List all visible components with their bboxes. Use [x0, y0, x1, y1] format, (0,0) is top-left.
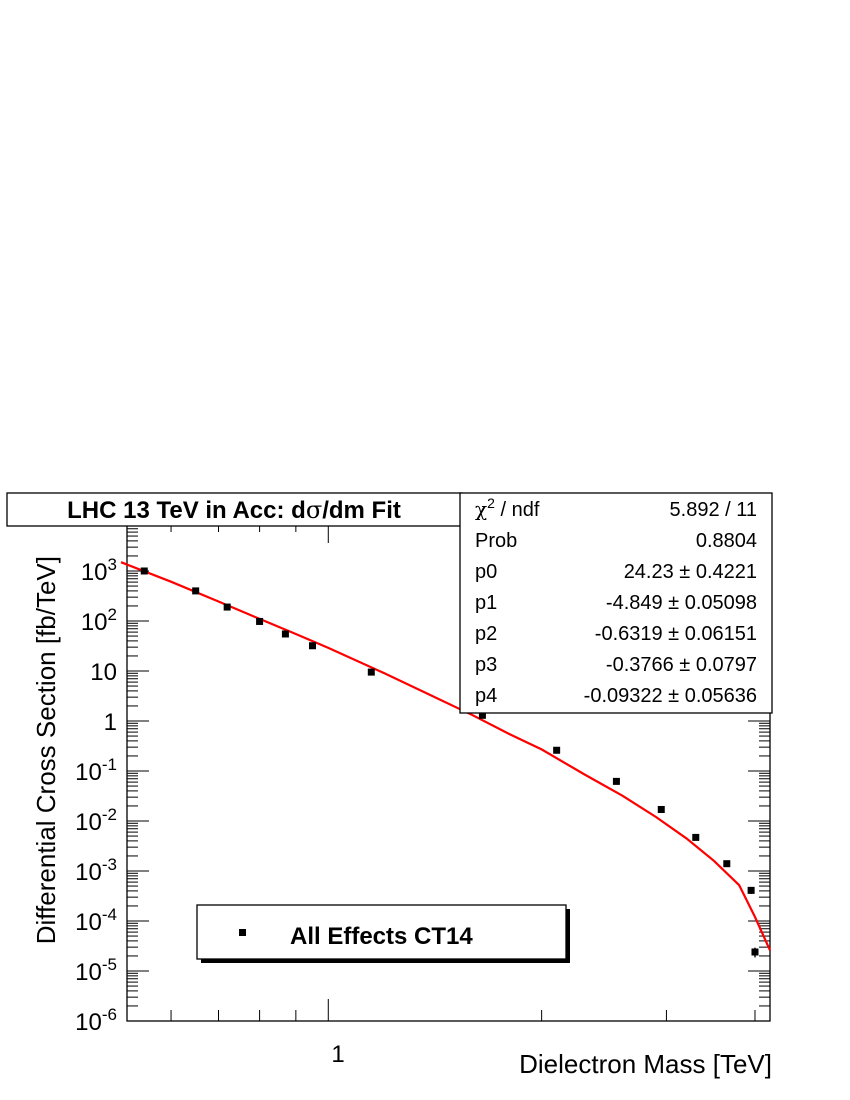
- data-points: [140, 567, 759, 958]
- title-box: [6, 492, 463, 527]
- stats-label: χ2 / ndf: [475, 495, 540, 521]
- stats-box: [459, 492, 773, 714]
- stats-label: p2: [475, 623, 497, 645]
- y-tick-labels: 10-6 10-5 10-4 10-3 10-2 10-1 1 10 102 103: [75, 555, 117, 1036]
- data-point: [367, 668, 375, 676]
- data-point: [553, 746, 561, 754]
- legend-marker: [239, 929, 246, 936]
- data-point: [223, 603, 231, 611]
- chart-title: LHC 13 TeV in Acc: dσ/dm Fit: [67, 496, 401, 524]
- y-tick-label: 103: [81, 555, 117, 586]
- stats-label: Prob: [475, 530, 517, 552]
- stats-value: 0.8804: [696, 530, 757, 552]
- stats-label: p3: [475, 654, 497, 676]
- y-tick-label: 10-5: [75, 955, 117, 986]
- y-tick-label: 1: [104, 709, 117, 736]
- data-point: [612, 777, 620, 785]
- data-point: [192, 587, 200, 595]
- data-point: [140, 567, 148, 575]
- stats-label: p0: [475, 561, 497, 583]
- stats-value: -0.6319 ± 0.06151: [595, 623, 757, 645]
- data-point: [478, 711, 486, 719]
- data-point: [723, 860, 731, 868]
- y-tick-label: 10-1: [75, 755, 117, 786]
- stats-value: 5.892 / 11: [670, 499, 757, 521]
- data-point: [281, 630, 289, 638]
- legend-label: All Effects CT14: [290, 923, 473, 950]
- y-axis-label: Differential Cross Section [fb/TeV]: [31, 556, 61, 944]
- stats-value: -0.3766 ± 0.0797: [606, 654, 757, 676]
- stats-label: p4: [475, 685, 497, 707]
- y-tick-label: 10-6: [75, 1005, 117, 1036]
- legend-box: [196, 904, 567, 960]
- y-tick-label: 10-4: [75, 905, 117, 936]
- y-tick-label: 10: [90, 659, 117, 686]
- data-point: [747, 886, 755, 894]
- data-point: [692, 833, 700, 841]
- stats-value: 24.23 ± 0.4221: [624, 561, 757, 583]
- stats-value: -0.09322 ± 0.05636: [584, 685, 757, 707]
- data-point: [751, 948, 759, 956]
- stats-rows: χ2 / ndf 5.892 / 11 Prob 0.8804 p0 24.23 ± 0.…: [475, 495, 757, 707]
- data-point: [256, 617, 264, 625]
- data-point: [308, 642, 316, 650]
- x-tick-label: 1: [331, 1041, 344, 1068]
- stats-value: -4.849 ± 0.05098: [606, 592, 757, 614]
- x-axis-label: Dielectron Mass [TeV]: [519, 1049, 772, 1079]
- y-tick-label: 10-3: [75, 855, 117, 886]
- y-tick-label: 102: [81, 605, 117, 636]
- y-tick-label: 10-2: [75, 805, 117, 836]
- stats-label: p1: [475, 592, 497, 614]
- data-point: [657, 805, 665, 813]
